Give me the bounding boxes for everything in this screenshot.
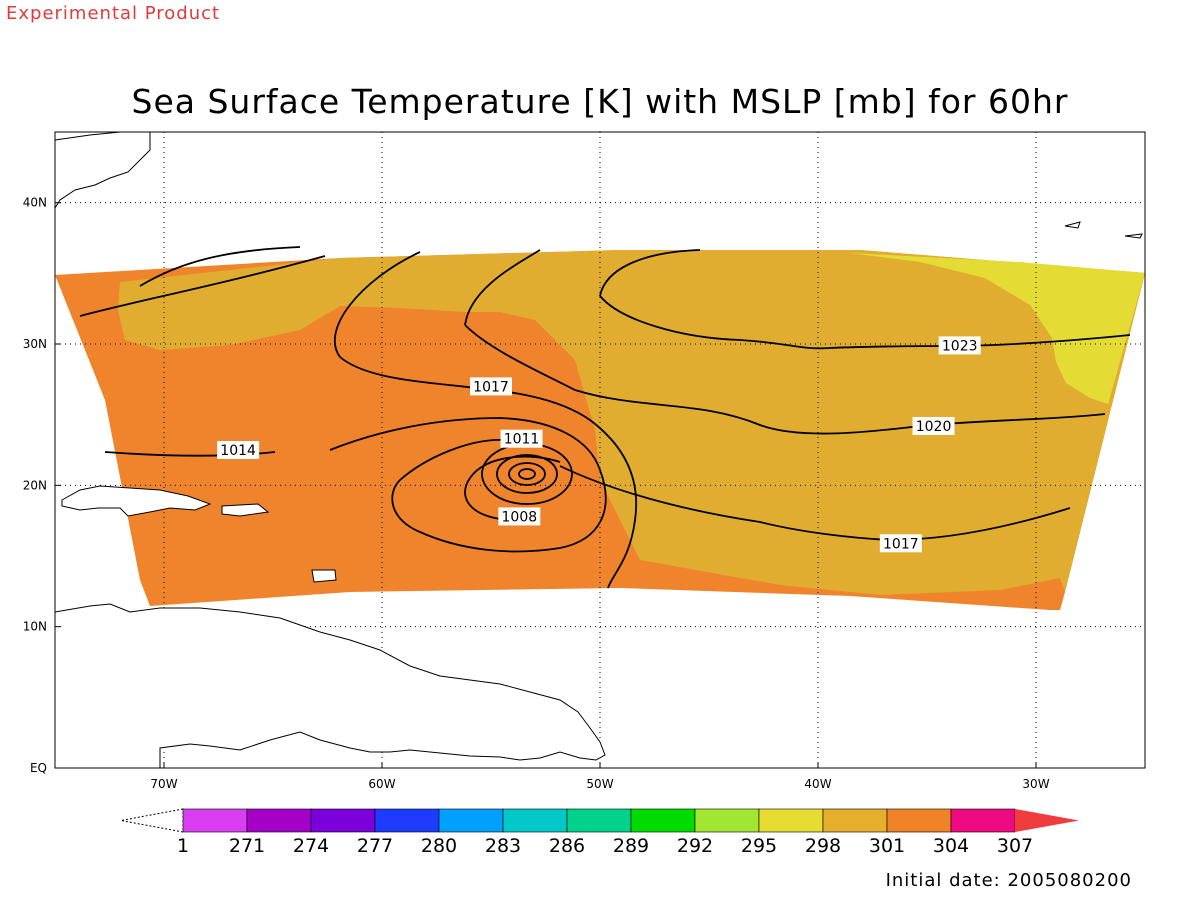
isobar-label: 1011	[500, 429, 543, 448]
colorbar-box	[694, 808, 760, 833]
lon-tick-label: 70W	[150, 777, 177, 791]
isobar-label-bg	[470, 377, 512, 396]
colorbar-label: 274	[293, 835, 329, 857]
colorbar-label: 286	[549, 835, 585, 857]
isobar-label-text: 1014	[220, 443, 256, 459]
colorbar-box	[246, 808, 312, 833]
isobar-label-bg	[938, 336, 981, 355]
colorbar-label: 295	[741, 835, 777, 857]
isobar-label-text: 1011	[504, 432, 540, 448]
coastlines	[55, 132, 1143, 768]
isobar-label-bg	[879, 534, 922, 553]
map-title: Sea Surface Temperature [K] with MSLP [m…	[131, 82, 1069, 121]
sst-region-cool	[850, 253, 1145, 404]
colorbar-box	[374, 808, 440, 833]
colorbar-label: 301	[869, 835, 905, 857]
isobar-label: 1020	[912, 416, 955, 435]
isobar-label: 1017	[470, 377, 512, 396]
sst-region-mid	[118, 250, 1145, 595]
isobar-label-text: 1017	[473, 379, 509, 395]
lat-tick-label: 40N	[23, 196, 47, 210]
colorbar-label: 271	[229, 835, 265, 857]
colorbar-label: 1	[177, 835, 189, 857]
colorbar-box	[310, 808, 376, 833]
colorbar-over-arrow	[1015, 809, 1079, 832]
isobar-label-text: 1008	[502, 509, 538, 525]
colorbar: 1 271 274 277 280 283 286 289 292 295 298 301 304 307	[120, 808, 1079, 857]
lat-tick-label: 10N	[23, 620, 47, 634]
isobar-label: 1008	[498, 507, 541, 526]
colorbar-label: 292	[677, 835, 713, 857]
lon-tick-label: 40W	[804, 777, 831, 791]
colorbar-label: 289	[613, 835, 649, 857]
colorbar-box	[566, 808, 632, 833]
colorbar-label: 283	[485, 835, 521, 857]
plot-area: 1023 1020 1017 1017 1014 1011 1008	[55, 132, 1145, 768]
colorbar-box	[502, 808, 568, 833]
lat-tick-label: EQ	[30, 761, 47, 775]
colorbar-label: 298	[805, 835, 841, 857]
isobar-label: 1023	[938, 336, 981, 355]
isobar-label-bg	[217, 441, 260, 459]
isobar-label-text: 1017	[883, 536, 919, 552]
lon-tick-label: 60W	[368, 777, 395, 791]
axis-ticks: 70W 60W 50W 40W 30W EQ 10N 20N 30N 40N	[23, 196, 1050, 791]
colorbar-label: 277	[357, 835, 393, 857]
lat-tick-label: 30N	[23, 337, 47, 351]
isobar-label-bg	[498, 507, 541, 526]
colorbar-box	[758, 808, 824, 833]
experimental-product-label: Experimental Product	[6, 3, 221, 24]
isobar-label: 1014	[217, 441, 260, 459]
contour-labels: 1023 1020 1017 1017 1014 1011 1008	[217, 336, 981, 553]
colorbar-label: 307	[997, 835, 1033, 857]
isobar-label-bg	[912, 416, 955, 435]
isobar-label-bg	[500, 429, 543, 448]
lon-tick-label: 30W	[1022, 777, 1049, 791]
colorbar-label: 304	[933, 835, 969, 857]
colorbar-label: 280	[421, 835, 457, 857]
lon-tick-label: 50W	[586, 777, 613, 791]
colorbar-box	[630, 808, 696, 833]
isobar-label: 1017	[879, 534, 922, 553]
colorbar-box	[950, 808, 1016, 833]
colorbar-under-arrow	[120, 808, 184, 833]
colorbar-box	[438, 808, 504, 833]
isobar-label-text: 1023	[942, 338, 978, 354]
lat-tick-label: 20N	[23, 478, 47, 492]
colorbar-box	[822, 808, 888, 833]
isobar-label-text: 1020	[916, 419, 952, 435]
initial-date: Initial date: 2005080200	[885, 870, 1132, 891]
colorbar-box	[182, 808, 248, 833]
colorbar-box	[886, 808, 952, 833]
